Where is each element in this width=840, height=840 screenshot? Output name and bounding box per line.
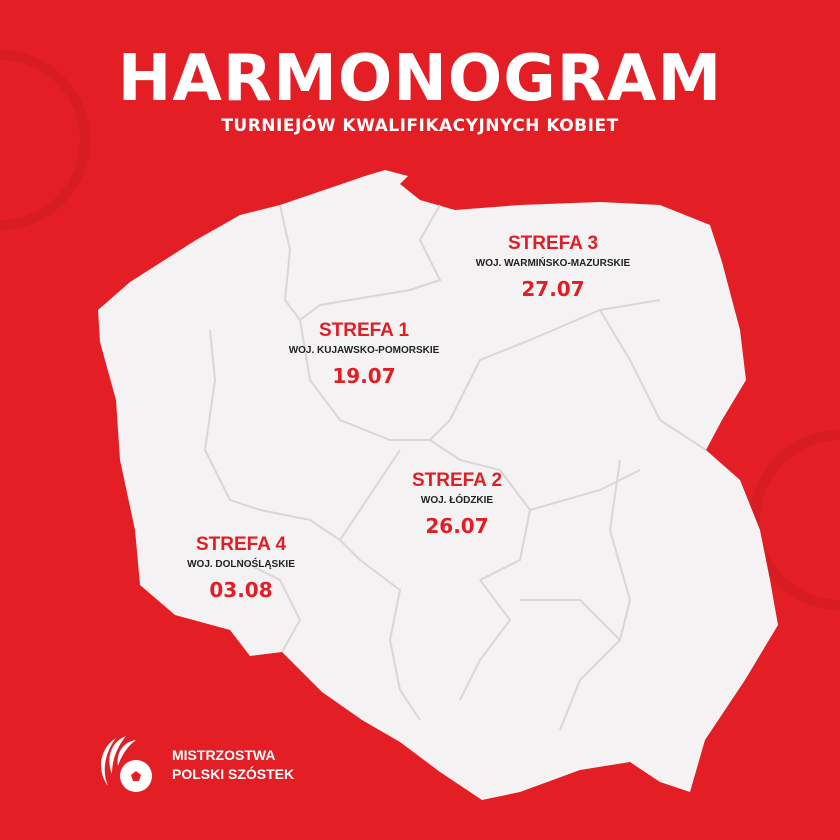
zone-region: WOJ. KUJAWSKO-POMORSKIE [288, 345, 440, 356]
zone-date: 27.07 [521, 277, 585, 301]
logo: MISTRZOSTWA POLSKI SZÓSTEK [96, 734, 294, 796]
football-logo-icon [101, 736, 152, 792]
zone-4: STREFA 4 WOJ. DOLNOŚLĄSKIE 03.08 [187, 534, 295, 602]
zone-name: STREFA 1 [318, 320, 410, 341]
zone-3: STREFA 3 WOJ. WARMIŃSKO-MAZURSKIE 27.07 [476, 233, 630, 301]
page-title: HARMONOGRAM [117, 42, 723, 116]
zone-date: 26.07 [425, 514, 489, 538]
page-subtitle: TURNIEJÓW KWALIFIKACYJNYCH KOBIET [221, 116, 619, 136]
zone-name: STREFA 4 [195, 534, 287, 555]
zone-name: STREFA 2 [411, 470, 503, 491]
zone-date: 03.08 [209, 578, 273, 602]
zone-date: 19.07 [332, 364, 396, 388]
zone-name: STREFA 3 [507, 233, 599, 254]
zone-region: WOJ. ŁÓDZKIE [420, 495, 494, 506]
logo-line-1: MISTRZOSTWA [172, 747, 276, 763]
zone-1: STREFA 1 WOJ. KUJAWSKO-POMORSKIE 19.07 [289, 320, 440, 388]
voivodeship-borders [203, 204, 707, 731]
zone-region: WOJ. DOLNOŚLĄSKIE [187, 559, 295, 570]
zone-2: STREFA 2 WOJ. ŁÓDZKIE 26.07 [412, 470, 502, 538]
poland-outline [98, 170, 778, 800]
decorative-circle [0, 50, 90, 230]
zone-region: WOJ. WARMIŃSKO-MAZURSKIE [475, 258, 631, 269]
logo-line-2: POLSKI SZÓSTEK [172, 766, 295, 782]
